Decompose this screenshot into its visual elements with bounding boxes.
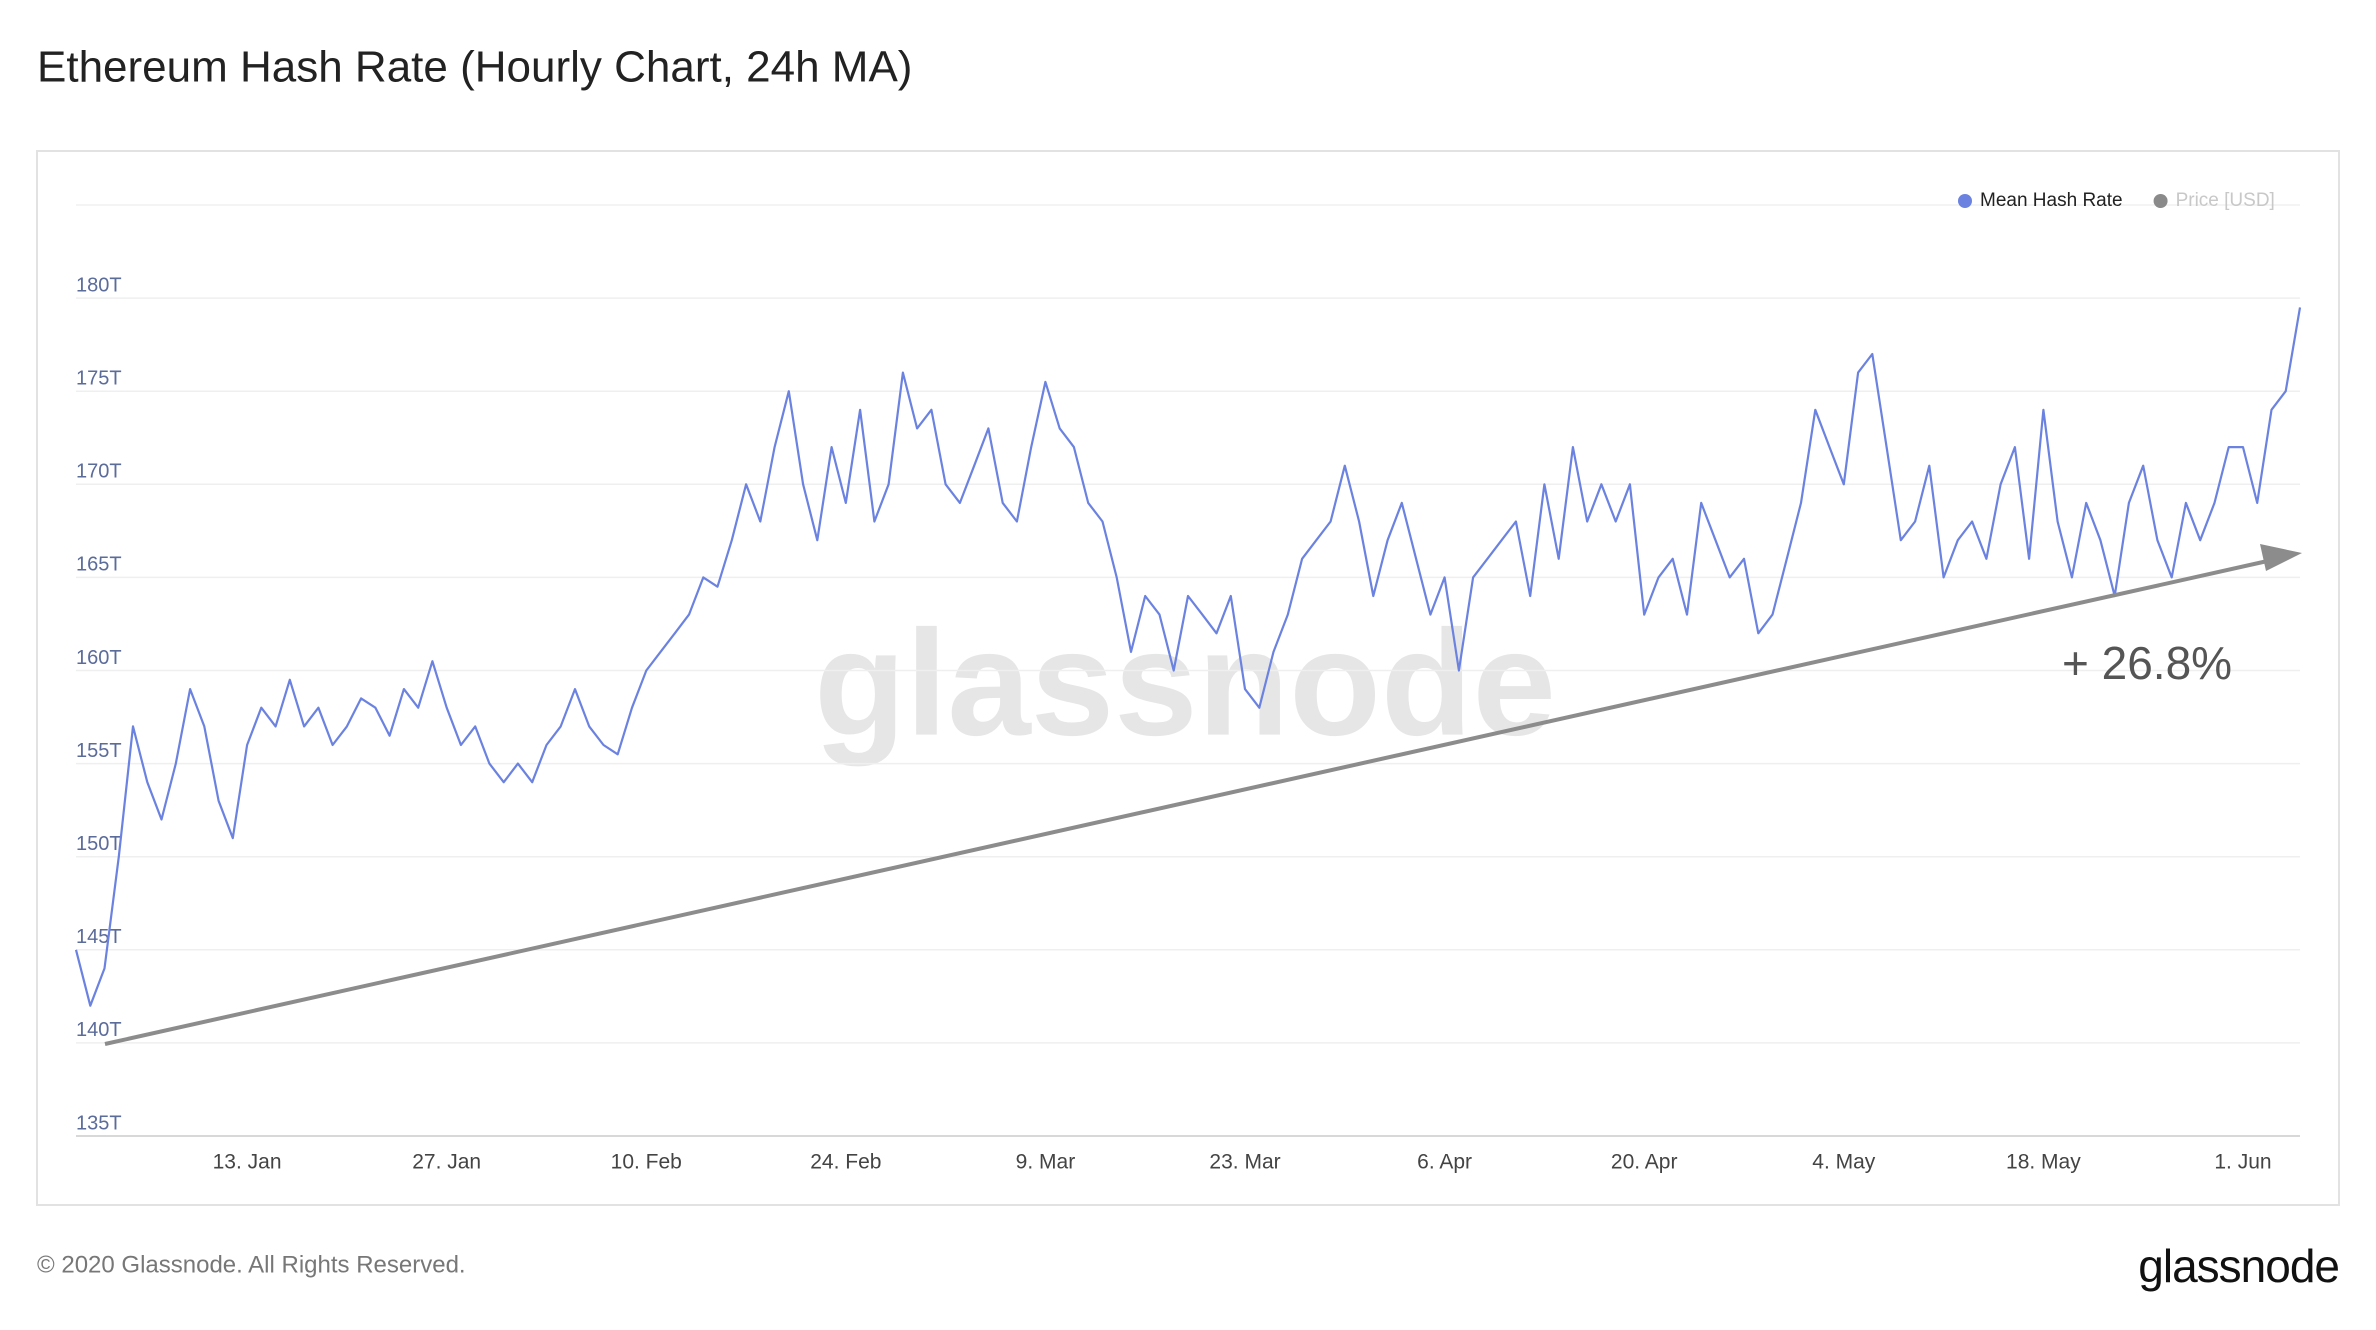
copyright: © 2020 Glassnode. All Rights Reserved.	[37, 1251, 466, 1278]
y-tick-label: 175T	[76, 367, 122, 389]
y-tick-label: 165T	[76, 554, 122, 576]
chart-frame	[36, 150, 2340, 1206]
logo: glassnode	[2138, 1240, 2339, 1292]
line-series	[74, 307, 2302, 1007]
y-tick-label: 160T	[76, 647, 122, 669]
y-tick-label: 135T	[76, 1112, 122, 1134]
x-tick-label: 6. Apr	[1417, 1151, 1472, 1174]
y-tick-label: 170T	[76, 461, 122, 483]
legend: Mean Hash Rate Price [USD]	[1958, 190, 2275, 211]
x-tick-label: 24. Feb	[810, 1151, 881, 1174]
annotation: + 26.8%	[2062, 637, 2232, 689]
legend-label: Price [USD]	[2176, 190, 2275, 211]
y-tick-label: 140T	[76, 1019, 122, 1041]
legend-dot	[2153, 194, 2168, 208]
legend-label: Mean Hash Rate	[1980, 190, 2123, 211]
arrow-head	[2260, 544, 2302, 571]
legend-dot	[1958, 194, 1972, 208]
x-tick-label: 20. Apr	[1611, 1151, 1678, 1174]
y-tick-label: 155T	[76, 740, 122, 762]
x-tick-label: 27. Jan	[412, 1151, 481, 1174]
y-tick-label: 145T	[76, 926, 122, 948]
y-tick-label: 180T	[76, 274, 122, 296]
x-tick-label: 9. Mar	[1016, 1151, 1076, 1174]
x-tick-label: 18. May	[2006, 1151, 2081, 1174]
y-tick-label: 150T	[76, 833, 122, 855]
plot	[74, 307, 2302, 1007]
x-tick-label: 13. Jan	[213, 1151, 282, 1174]
watermark: glassnode	[814, 599, 1556, 767]
x-tick-label: 23. Mar	[1209, 1151, 1280, 1174]
x-tick-label: 10. Feb	[611, 1151, 682, 1174]
x-tick-label: 4. May	[1812, 1151, 1876, 1174]
x-tick-label: 1. Jun	[2214, 1151, 2271, 1174]
page-title: Ethereum Hash Rate (Hourly Chart, 24h MA…	[37, 43, 912, 92]
trend-arrow	[104, 558, 2273, 1046]
